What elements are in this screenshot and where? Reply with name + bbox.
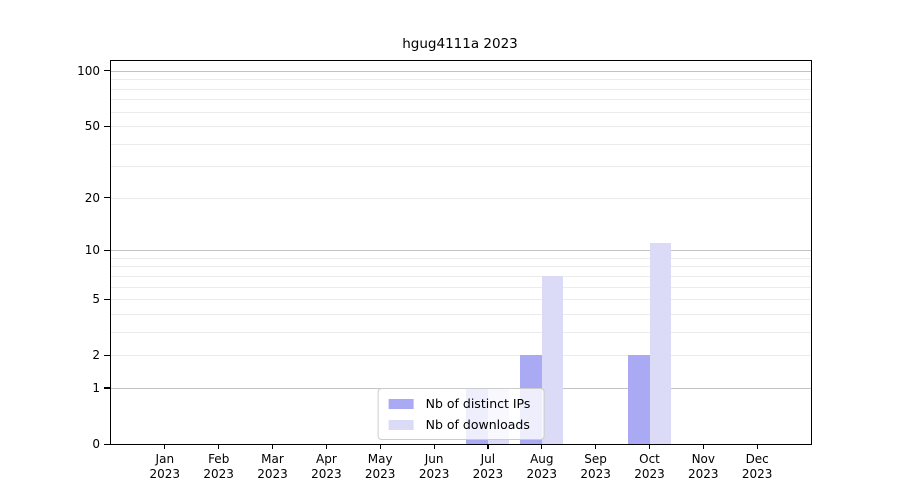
x-tick-label: Jun 2023	[418, 452, 450, 481]
bar-nb-of-downloads-oct	[649, 243, 671, 444]
x-tick-mark	[595, 444, 597, 449]
minor-gridline	[111, 197, 811, 199]
x-tick-label: Jul 2023	[472, 452, 504, 481]
legend-item: Nb of downloads	[388, 417, 531, 432]
y-tick-mark	[104, 125, 110, 127]
y-tick-label: 50	[84, 119, 100, 133]
x-tick-label: Oct 2023	[634, 452, 665, 481]
minor-gridline	[111, 143, 811, 145]
legend-label: Nb of downloads	[425, 417, 530, 432]
x-axis: Jan 2023 Feb 2023 Mar 2023 Apr 2023 May 2023…	[111, 61, 811, 481]
x-tick-mark	[218, 444, 220, 449]
minor-gridline	[111, 166, 811, 168]
y-tick-label: 1	[92, 380, 100, 395]
x-tick-mark	[541, 444, 543, 449]
y-tick-mark	[104, 354, 110, 356]
legend-label: Nb of distinct IPs	[425, 396, 531, 411]
x-tick-mark	[702, 444, 704, 449]
minor-gridline	[111, 88, 811, 90]
x-tick-label: Jan 2023	[149, 452, 181, 481]
minor-gridline	[111, 257, 811, 259]
x-tick-mark	[272, 444, 274, 449]
x-tick-mark	[649, 444, 651, 449]
y-axis: 0 1 2 5 10 20 50 100	[77, 61, 811, 451]
legend-swatch	[388, 398, 414, 409]
y-tick-mark	[104, 197, 110, 199]
minor-gridline	[111, 313, 811, 315]
legend-item: Nb of distinct IPs	[388, 396, 531, 411]
x-tick-mark	[379, 444, 381, 449]
plot-area: 0 1 2 5 10 20 50 100 Jan 2023 Feb 2023 Mar 2023 Ap…	[77, 60, 812, 481]
y-tick-mark	[104, 298, 110, 300]
major-gridline	[111, 70, 811, 72]
x-tick-mark	[756, 444, 758, 449]
minor-gridline	[111, 79, 811, 81]
y-tick-label: 20	[84, 190, 100, 205]
legend: Nb of distinct IPs Nb of downloads	[377, 388, 545, 440]
x-tick-label: Feb 2023	[203, 452, 234, 481]
minor-gridline	[111, 126, 811, 127]
minor-gridline	[111, 275, 811, 277]
y-tick-label: 10	[84, 243, 100, 258]
x-tick-label: Sep 2023	[580, 452, 611, 481]
legend-swatch	[388, 419, 414, 430]
minor-gridline	[111, 99, 811, 101]
x-tick-mark	[487, 444, 489, 449]
x-tick-label: Mar 2023	[257, 452, 288, 481]
y-tick-mark	[104, 249, 110, 251]
major-gridline	[111, 250, 811, 252]
y-tick-label: 5	[92, 292, 100, 307]
minor-gridline	[111, 355, 811, 357]
minor-gridline	[111, 331, 811, 333]
bar-nb-of-downloads-aug	[541, 275, 564, 444]
y-tick-mark	[104, 443, 110, 445]
x-tick-label: Dec 2023	[741, 452, 773, 481]
x-tick-label: Aug 2023	[526, 452, 558, 481]
x-tick-mark	[433, 444, 435, 449]
y-tick-label: 0	[92, 437, 100, 451]
chart-title: hgug4111a 2023	[402, 36, 518, 52]
minor-gridline	[111, 266, 811, 268]
y-tick-mark	[104, 70, 110, 72]
x-tick-mark	[325, 444, 328, 449]
x-tick-mark	[164, 444, 166, 449]
y-tick-label: 100	[77, 63, 100, 78]
y-tick-mark	[104, 387, 110, 389]
bar-nb-of-distinct-ips-oct	[628, 355, 650, 444]
x-tick-label: May 2023	[364, 452, 396, 481]
minor-gridline	[111, 111, 811, 113]
minor-gridline	[111, 286, 811, 288]
minor-gridline	[111, 299, 811, 301]
x-tick-label: Nov 2023	[688, 452, 719, 481]
x-tick-label: Apr 2023	[311, 452, 342, 481]
y-tick-label: 2	[92, 348, 100, 363]
